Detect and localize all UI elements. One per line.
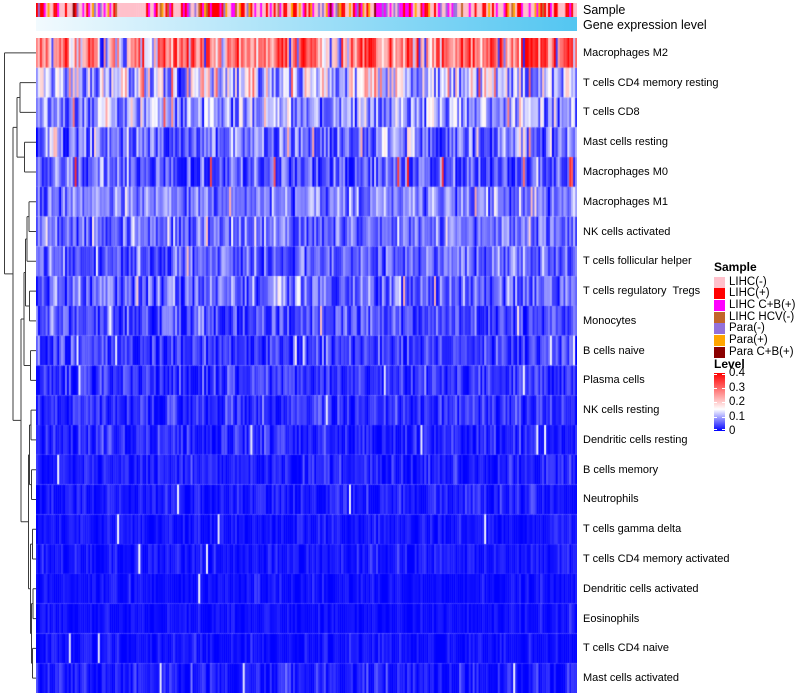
legend-swatch xyxy=(714,335,725,346)
legend-item-label: Para(+) xyxy=(729,334,768,346)
legend-swatch xyxy=(714,346,725,358)
row-label: Dendritic cells activated xyxy=(583,582,699,595)
row-label: Neutrophils xyxy=(583,493,639,506)
row-label: B cells memory xyxy=(583,463,659,476)
level-bar-tick xyxy=(714,416,717,418)
level-bar-tick xyxy=(714,387,717,389)
level-tick-label: 0.1 xyxy=(729,410,745,423)
legend-swatch xyxy=(714,299,725,311)
level-legend-title: Level xyxy=(714,357,745,371)
row-label: Monocytes xyxy=(583,314,637,327)
row-label: T cells regulatory Tregs xyxy=(583,285,701,298)
legend-item-label: LIHC(-) xyxy=(729,275,767,288)
row-label: Eosinophils xyxy=(583,612,640,625)
row-label: T cells CD4 memory activated xyxy=(583,553,730,566)
legend-sample-title: Sample xyxy=(714,260,757,274)
level-bar-tick xyxy=(722,374,725,375)
legend-item-label: LIHC HCV(-) xyxy=(729,310,795,323)
row-label: T cells follicular helper xyxy=(583,255,692,268)
level-bar-tick xyxy=(722,387,725,389)
annotation-label-sample: Sample xyxy=(583,3,626,17)
level-bar-tick xyxy=(714,374,717,375)
row-label: Macrophages M1 xyxy=(583,195,668,208)
level-tick-label: 0.2 xyxy=(729,396,745,408)
row-label: T cells CD8 xyxy=(583,106,640,119)
level-bar-tick xyxy=(722,416,725,418)
row-label: T cells CD4 memory resting xyxy=(583,76,719,89)
row-label: NK cells activated xyxy=(583,225,671,238)
row-label: Mast cells resting xyxy=(583,136,668,149)
heatmap-canvas xyxy=(36,38,577,693)
annotation-label-gene: Gene expression level xyxy=(583,18,707,32)
level-tick-label: 0 xyxy=(729,425,736,437)
level-tick-label: 0.3 xyxy=(729,381,745,394)
row-label: T cells gamma delta xyxy=(583,523,682,536)
row-label: Dendritic cells resting xyxy=(583,433,688,446)
legend-item-label: LIHC(+) xyxy=(729,287,770,300)
level-bar-tick xyxy=(722,402,725,403)
row-label: Plasma cells xyxy=(583,374,645,387)
row-label: Macrophages M0 xyxy=(583,165,668,178)
level-gradient-bar xyxy=(714,373,725,431)
legend-item-label: Para(-) xyxy=(729,322,765,335)
level-bar-tick xyxy=(714,429,717,430)
level-bar-tick xyxy=(714,402,717,403)
legend-item-label: LIHC C+B(+) xyxy=(729,298,796,311)
legend-swatch xyxy=(714,276,725,288)
level-bar-tick xyxy=(722,429,725,430)
row-label: Mast cells activated xyxy=(583,672,679,685)
legend-swatch xyxy=(714,311,725,323)
gene-expression-annotation-bar xyxy=(36,17,577,31)
level-tick-label: 0.4 xyxy=(729,367,745,379)
legend-item-label: Para C+B(+) xyxy=(729,345,794,358)
row-label: T cells CD4 naive xyxy=(583,642,669,655)
legend-swatch xyxy=(714,323,725,335)
legend-swatch xyxy=(714,288,725,300)
row-label: Macrophages M2 xyxy=(583,46,668,59)
sample-annotation-bar xyxy=(36,3,577,17)
row-label: B cells naive xyxy=(583,344,645,357)
row-label: NK cells resting xyxy=(583,404,660,417)
